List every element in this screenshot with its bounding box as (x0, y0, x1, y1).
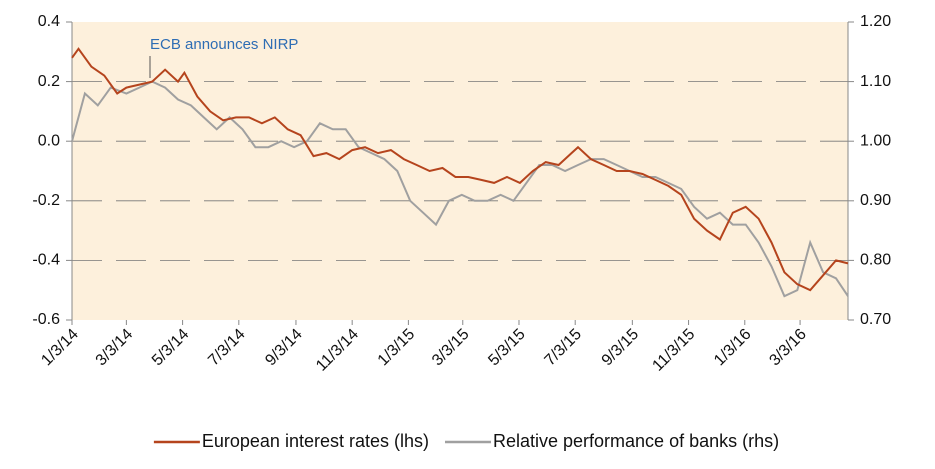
y-tick-label: 0.4 (38, 13, 60, 30)
x-tick-label: 5/3/14 (149, 326, 193, 370)
x-tick-label: 1/3/16 (711, 326, 755, 370)
y2-tick-label: 0.80 (860, 252, 891, 269)
legend-label: European interest rates (lhs) (202, 431, 429, 451)
x-tick-label: 1/3/15 (375, 326, 419, 370)
x-tick-label: 1/3/14 (38, 326, 82, 370)
legend-label: Relative performance of banks (rhs) (493, 431, 779, 451)
series-line (71, 80, 849, 298)
x-tick-label: 7/3/15 (542, 326, 586, 370)
x-tick-label: 11/3/15 (649, 326, 698, 375)
plot-area (72, 22, 848, 320)
x-tick-label: 9/3/15 (599, 326, 643, 370)
x-tick-label: 5/3/15 (485, 326, 529, 370)
y2-tick-label: 0.70 (860, 311, 891, 328)
y-tick-label: 0.2 (38, 73, 60, 90)
y2-tick-label: 1.20 (860, 13, 891, 30)
y-tick-label: 0.0 (38, 132, 60, 149)
x-tick-label: 7/3/14 (205, 326, 249, 370)
x-tick-label: 3/3/14 (93, 326, 137, 370)
y-tick-label: -0.4 (32, 252, 60, 269)
x-tick-label: 3/3/15 (429, 326, 473, 370)
series-line (71, 47, 849, 292)
y-tick-label: -0.2 (32, 192, 60, 209)
x-tick-label: 3/3/16 (766, 326, 810, 370)
y-tick-label: -0.6 (32, 311, 60, 328)
x-tick-label: 11/3/14 (313, 326, 362, 375)
x-tick-label: 9/3/14 (262, 326, 306, 370)
y2-tick-label: 1.00 (860, 132, 891, 149)
y2-tick-label: 1.10 (860, 73, 891, 90)
y2-tick-label: 0.90 (860, 192, 891, 209)
annotation: ECB announces NIRP (150, 36, 298, 53)
